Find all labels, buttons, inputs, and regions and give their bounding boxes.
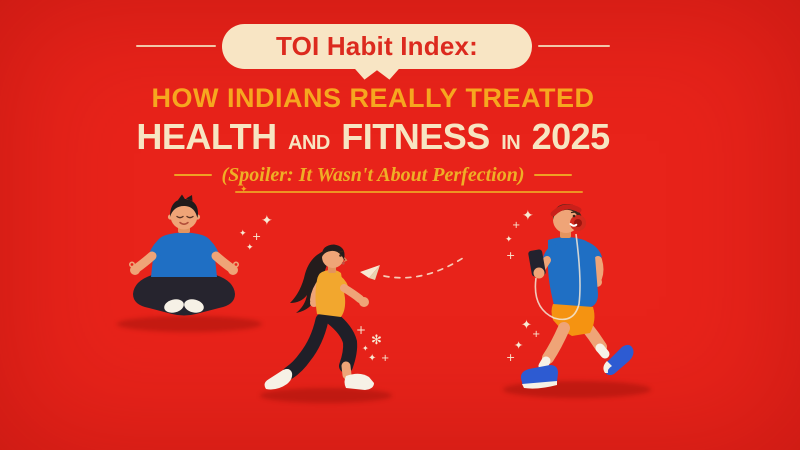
sparkle-icon: + xyxy=(381,353,390,364)
divider-line-left xyxy=(135,45,216,48)
sparkle-icon: ✦ xyxy=(239,229,247,239)
headline-word-and: AND xyxy=(288,131,330,154)
walker-shadow xyxy=(260,388,392,403)
sparkle-icon: ✦ xyxy=(505,235,513,245)
man-jogging-icon xyxy=(520,204,634,389)
headline-word-fitness: FITNESS xyxy=(341,115,490,157)
headline-word-in: IN xyxy=(501,131,521,154)
spoiler-line-left xyxy=(173,174,212,177)
badge-row: TOI Habit Index: xyxy=(0,24,746,80)
paper-plane-icon xyxy=(360,255,467,280)
headline-line2: HEALTH AND FITNESS IN 2025 xyxy=(0,115,746,157)
sparkle-icon: ✦ xyxy=(246,243,254,253)
sparkle-icon: ✦ xyxy=(261,213,273,229)
sparkle-icon: + xyxy=(356,323,367,337)
woman-walking-icon xyxy=(264,244,374,390)
badge-label: TOI Habit Index: xyxy=(275,31,479,61)
sparkle-icon: + xyxy=(506,351,516,364)
meditator-shadow xyxy=(117,316,262,332)
person-meditating-icon xyxy=(129,194,240,316)
title-badge: TOI Habit Index: xyxy=(221,24,533,80)
masthead: TOI Habit Index: HOW INDIANS REALLY TREA… xyxy=(0,0,746,193)
spoiler-row: (Spoiler: It Wasn't About Perfection) xyxy=(0,164,746,187)
sparkle-icon: + xyxy=(252,230,262,243)
sparkle-icon: + xyxy=(506,249,516,262)
spoiler-underline xyxy=(235,190,583,193)
sparkle-icon: + xyxy=(512,220,521,231)
sparkle-icon: ✦ xyxy=(362,344,369,353)
sparkle-icon: ✦ xyxy=(368,353,377,364)
headline-word-year: 2025 xyxy=(531,115,611,157)
sparkle-icon: ✻ xyxy=(371,333,382,348)
spoiler-text: (Spoiler: It Wasn't About Perfection) xyxy=(221,163,525,186)
headline: HOW INDIANS REALLY TREATED HEALTH AND FI… xyxy=(0,82,746,157)
sparkle-icon: ✦ xyxy=(522,208,534,224)
spoiler-line-right xyxy=(534,174,573,177)
sparkle-icon: ✦ xyxy=(521,318,532,333)
sparkle-icon: + xyxy=(532,329,541,340)
headline-word-health: HEALTH xyxy=(136,115,277,157)
headline-line1: HOW INDIANS REALLY TREATED xyxy=(151,82,595,113)
sparkle-icon: ✦ xyxy=(514,339,524,352)
speech-bubble-tail xyxy=(352,66,401,80)
sparkle-icon: ✦ xyxy=(240,186,248,195)
divider-line-right xyxy=(538,45,611,48)
